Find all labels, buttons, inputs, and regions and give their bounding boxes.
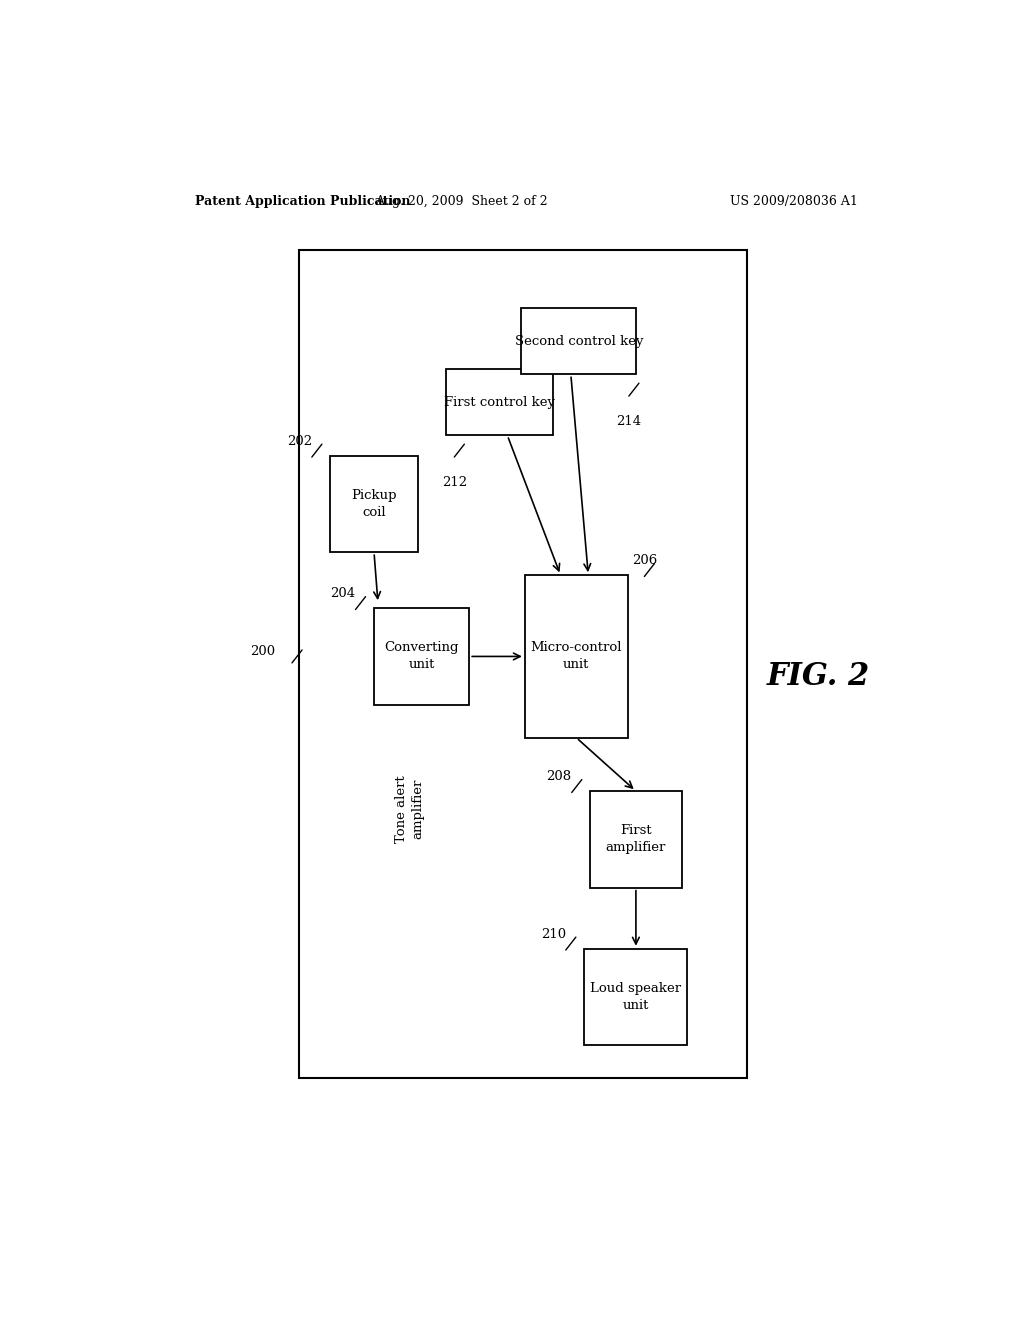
- Text: 206: 206: [632, 554, 657, 568]
- Text: FIG. 2: FIG. 2: [767, 661, 870, 692]
- Bar: [585, 949, 687, 1045]
- Bar: [299, 249, 748, 1078]
- Bar: [331, 455, 418, 552]
- Text: First control key: First control key: [444, 396, 555, 409]
- Text: 200: 200: [250, 645, 274, 657]
- Bar: [521, 309, 636, 375]
- Text: US 2009/208036 A1: US 2009/208036 A1: [730, 194, 858, 207]
- Bar: [524, 576, 628, 738]
- Text: Converting
unit: Converting unit: [384, 642, 459, 672]
- Text: Loud speaker
unit: Loud speaker unit: [591, 982, 681, 1012]
- Text: 202: 202: [287, 434, 312, 447]
- Bar: [374, 609, 469, 705]
- Text: 208: 208: [547, 770, 571, 783]
- Bar: [590, 791, 682, 887]
- Text: Aug. 20, 2009  Sheet 2 of 2: Aug. 20, 2009 Sheet 2 of 2: [375, 194, 548, 207]
- Text: Tone alert
amplifier: Tone alert amplifier: [394, 775, 425, 842]
- Text: 214: 214: [616, 414, 642, 428]
- Text: First
amplifier: First amplifier: [606, 825, 666, 854]
- Bar: [445, 370, 553, 436]
- Text: Second control key: Second control key: [514, 335, 643, 348]
- Text: Pickup
coil: Pickup coil: [351, 488, 396, 519]
- Text: 204: 204: [331, 587, 355, 601]
- Text: 210: 210: [541, 928, 566, 941]
- Text: Micro-control
unit: Micro-control unit: [530, 642, 623, 672]
- Text: 212: 212: [442, 477, 467, 488]
- Text: Patent Application Publication: Patent Application Publication: [196, 194, 411, 207]
